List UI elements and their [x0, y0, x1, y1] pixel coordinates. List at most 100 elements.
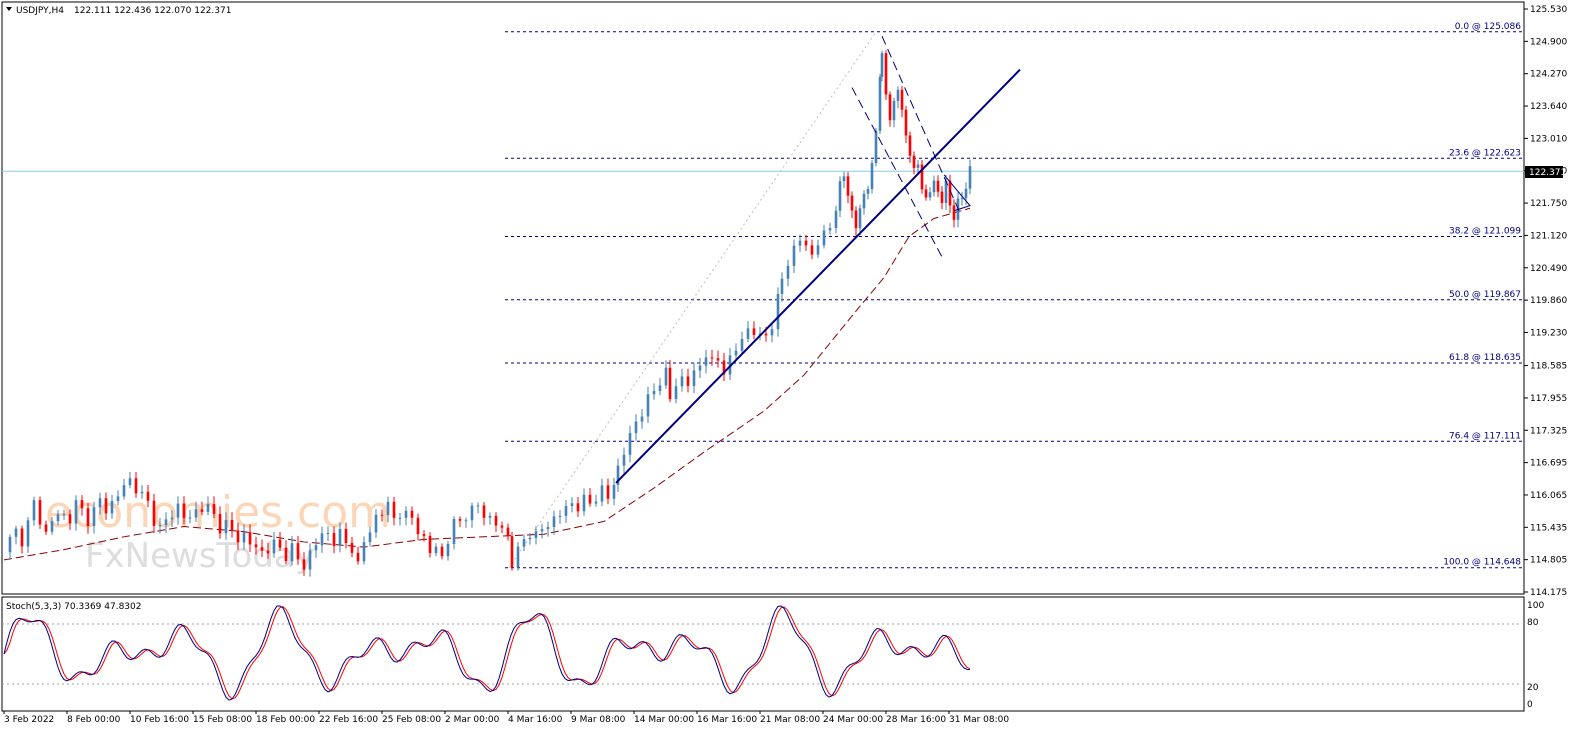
candle-body [558, 515, 562, 517]
candle-body [734, 350, 738, 356]
ohlc-readout: 122.111 122.436 122.070 122.371 [74, 6, 231, 16]
candle-body [32, 500, 36, 521]
candle-body [646, 394, 650, 417]
candle-body [506, 527, 510, 537]
time-tick-label: 15 Feb 08:00 [193, 715, 252, 725]
candle-body [546, 527, 550, 530]
candle-body [878, 76, 882, 131]
candle-body [516, 546, 520, 568]
time-tick-label: 21 Mar 08:00 [760, 715, 820, 725]
candle-body [770, 329, 774, 336]
candle-body [704, 357, 708, 366]
candle-body [452, 518, 456, 544]
candle-body [628, 433, 632, 455]
price-tick-label: 119.230 [1530, 328, 1567, 338]
candle-body [56, 514, 60, 522]
candle-body [588, 494, 592, 504]
fib-diagonal [508, 31, 877, 568]
candle-body [634, 421, 638, 434]
stoch-level-20: 20 [1527, 683, 1539, 693]
candle-body [170, 517, 174, 520]
candle-body [920, 164, 924, 190]
price-tick-label: 117.325 [1530, 426, 1567, 436]
candle-body [62, 514, 66, 516]
drawings [615, 36, 1021, 484]
current-price-text: 122.371 [1529, 168, 1566, 178]
time-tick-label: 25 Feb 08:00 [382, 715, 441, 725]
candle-body [686, 376, 690, 386]
candle-body [698, 365, 702, 371]
candle-body [722, 360, 726, 375]
candle-body [218, 513, 222, 534]
time-tick-label: 2 Mar 00:00 [445, 715, 500, 725]
candle-body [380, 514, 384, 516]
stoch-label: Stoch(5,3,3) 70.3369 47.8302 [6, 602, 141, 612]
candle-body [20, 528, 24, 547]
candle-body [428, 536, 432, 554]
candle-body [140, 491, 144, 494]
candle-body [908, 135, 912, 156]
candle-body [416, 517, 420, 535]
candle-body [386, 501, 390, 516]
candle-body [668, 367, 672, 400]
fib-label: 100.0 @ 114.648 [1443, 558, 1521, 568]
candle-body [828, 227, 832, 231]
candle-body [658, 385, 662, 391]
candle-body [780, 278, 784, 294]
candle-body [838, 181, 842, 211]
time-tick-label: 10 Feb 16:00 [130, 715, 189, 725]
candle-body [392, 501, 396, 518]
candle-body [104, 498, 108, 514]
candle-body [260, 547, 264, 551]
candle-body [308, 550, 312, 570]
candle-body [404, 510, 408, 518]
candle-body [200, 509, 204, 512]
candle-body [552, 516, 556, 528]
candle-body [398, 517, 402, 519]
candle-body [716, 358, 720, 361]
candle-body [80, 500, 84, 509]
fibonacci-levels: 0.0 @ 125.086 23.6 @ 122.623 38.2 @ 121.09… [505, 22, 1522, 569]
candle-body [862, 193, 866, 209]
price-tick-label: 121.120 [1530, 231, 1567, 241]
price-tick-label: 118.585 [1530, 362, 1567, 372]
candle-body [652, 390, 656, 395]
stoch-level-0: 0 [1527, 700, 1533, 710]
main-panel-frame [1, 1, 1525, 595]
candle-body [284, 547, 288, 562]
uptrend-line [615, 68, 1021, 484]
price-tick-label: 119.860 [1530, 296, 1567, 306]
price-tick-label: 114.175 [1530, 588, 1567, 598]
candle-body [616, 465, 620, 485]
candle-body [822, 230, 826, 246]
candle-body [146, 491, 150, 501]
candle-body [86, 508, 90, 527]
candle-body [534, 531, 538, 538]
candle-body [164, 519, 168, 526]
price-tick-label: 123.640 [1530, 102, 1567, 112]
candle-body [362, 542, 366, 562]
fib-label: 0.0 @ 125.086 [1455, 22, 1522, 32]
candle-body [98, 498, 102, 508]
candle-body [158, 525, 162, 527]
candle-body [528, 537, 532, 540]
candle-body [410, 510, 414, 518]
channel-line [881, 36, 960, 211]
candle-body [254, 544, 258, 548]
time-tick-label: 22 Feb 16:00 [319, 715, 378, 725]
candle-body [68, 514, 72, 524]
candle-body [904, 109, 908, 136]
fib-label: 23.6 @ 122.623 [1449, 148, 1521, 158]
time-tick-label: 18 Feb 00:00 [256, 715, 315, 725]
candle-body [134, 478, 138, 494]
candle-body [776, 293, 780, 330]
candle-body [152, 500, 156, 526]
candle-body [692, 370, 696, 386]
symbol-menu-icon[interactable] [6, 7, 12, 11]
candle-body [600, 485, 604, 502]
candle-body [900, 89, 904, 110]
candle-body [540, 529, 544, 532]
candle-body [792, 245, 796, 266]
candle-body [594, 501, 598, 504]
candle-body [176, 503, 180, 518]
